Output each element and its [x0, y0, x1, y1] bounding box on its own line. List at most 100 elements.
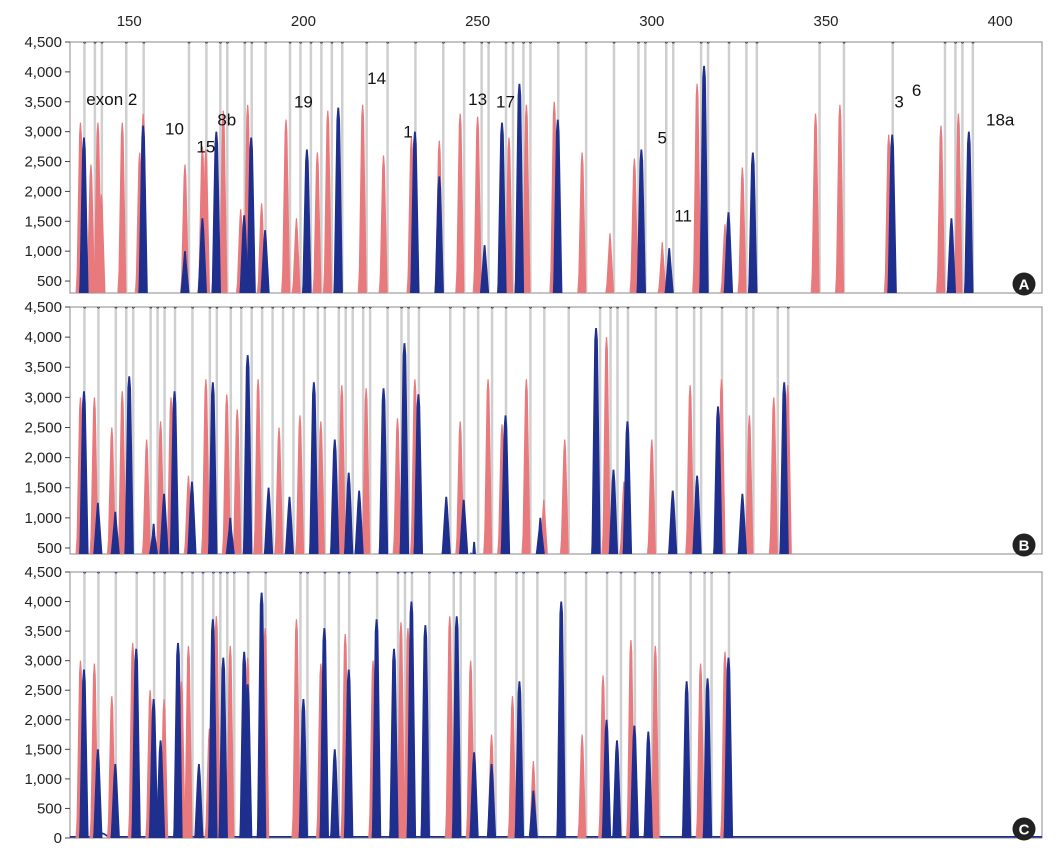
shoulder-peak-red: [444, 798, 449, 838]
peak-blue: [344, 669, 354, 838]
peak-blue: [149, 523, 159, 554]
y-tick-label: 1,500: [24, 213, 62, 230]
bin-caret: ˇ: [842, 41, 846, 53]
bin-caret: ˇ: [692, 306, 696, 318]
shoulder-peak-red: [256, 276, 261, 293]
shoulder-peak-blue: [197, 279, 201, 293]
bin-caret: ˇ: [448, 306, 452, 318]
shoulder-peak-red: [598, 808, 602, 838]
shoulder-peak-blue: [779, 523, 783, 554]
shoulder-peak-red: [646, 533, 651, 554]
panel-b: 500 1,000 1,500 2,000 2,500 3,000 3,500 4,000 4,…: [24, 299, 1043, 557]
peak-annotation: 17: [496, 93, 515, 112]
shoulder-peak-blue: [399, 516, 404, 554]
shoulder-peak-blue: [194, 824, 198, 838]
bin-caret: ˇ: [654, 306, 658, 318]
shoulder-peak-blue: [110, 824, 114, 838]
bin-caret: ˇ: [710, 571, 714, 583]
shoulder-peak-red: [601, 514, 606, 554]
peak-red: [118, 391, 127, 554]
peak-blue: [681, 681, 692, 838]
shoulder-peak-blue: [699, 252, 703, 293]
peak-blue: [497, 122, 507, 293]
peak-blue: [410, 131, 420, 293]
bin-caret: ˇ: [288, 41, 292, 53]
panel-c: 0 500 1,000 1,500 2,000 2,500 3,000 3,500 4,000 4…: [24, 564, 1043, 847]
peak-red: [323, 110, 332, 293]
peak-blue: [197, 218, 207, 293]
peak-red: [602, 337, 611, 554]
shoulder-peak-blue: [887, 264, 891, 293]
bin-caret: ˇ: [403, 571, 407, 583]
bin-caret: ˇ: [536, 571, 540, 583]
peak-blue: [302, 149, 312, 293]
peak-blue: [692, 475, 702, 554]
peak-red: [396, 622, 406, 838]
shoulder-peak-red: [127, 802, 132, 838]
bin-caret: ˇ: [264, 571, 268, 583]
peak-blue: [629, 725, 640, 838]
peak-blue: [159, 493, 169, 554]
shoulder-peak-blue: [629, 817, 634, 838]
bin-caret: ˇ: [149, 306, 153, 318]
shoulder-peak-blue: [110, 546, 114, 554]
bin-caret: ˇ: [644, 41, 648, 53]
bin-caret: ˇ: [490, 306, 494, 318]
bin-caret: ˇ: [706, 41, 710, 53]
bin-caret: ˇ: [563, 571, 567, 583]
shoulder-peak-red: [768, 525, 773, 554]
peak-blue: [330, 749, 340, 838]
panel-badge: [1012, 272, 1036, 296]
peak-blue: [434, 176, 444, 293]
bin-caret: ˇ: [745, 41, 749, 53]
bin-caret: ˇ: [163, 306, 167, 318]
bin-caret: ˇ: [818, 41, 822, 53]
peak-red: [483, 379, 493, 554]
peak-blue: [748, 152, 758, 293]
peak-blue: [93, 502, 103, 554]
peak-blue: [110, 764, 120, 838]
shoulder-peak-blue: [256, 793, 261, 838]
shoulder-peak-blue: [486, 824, 491, 838]
peak-red: [647, 439, 656, 554]
peak-blue: [243, 684, 253, 838]
bin-caret: ˇ: [386, 306, 390, 318]
shoulder-peak-red: [625, 802, 630, 838]
y-tick-label: 500: [37, 273, 62, 290]
bin-caret: ˇ: [351, 306, 355, 318]
bin-caret: ˇ: [212, 571, 216, 583]
peak-blue: [389, 648, 399, 838]
peak-annotation: 19: [294, 93, 313, 112]
x-tick-label: 400: [988, 13, 1013, 30]
shoulder-peak-red: [507, 812, 512, 838]
bin-caret: ˇ: [515, 571, 519, 583]
shoulder-peak-red: [378, 268, 383, 293]
peak-red: [219, 110, 228, 293]
shoulder-peak-red: [291, 798, 296, 838]
shoulder-peak-red: [280, 261, 285, 293]
bin-caret: ˇ: [428, 571, 432, 583]
peak-blue: [260, 230, 270, 293]
shoulder-peak-red: [274, 531, 278, 554]
shoulder-peak-blue: [239, 804, 243, 838]
shoulder-peak-red: [221, 525, 226, 554]
bin-caret: ˇ: [347, 571, 351, 583]
peak-annotation: 11: [674, 206, 692, 225]
peak-blue: [964, 131, 974, 293]
peak-red: [201, 379, 211, 554]
bin-caret: ˇ: [218, 571, 222, 583]
peak-red: [685, 385, 695, 554]
peak-blue: [239, 215, 249, 293]
peak-blue: [378, 388, 389, 554]
shoulder-peak-red: [368, 806, 372, 838]
shoulder-peak-red: [409, 522, 414, 554]
peak-red: [522, 379, 531, 554]
bin-caret: ˇ: [637, 41, 641, 53]
peak-red: [658, 242, 667, 293]
peak-red: [233, 409, 242, 554]
bin-caret: ˇ: [529, 41, 533, 53]
peak-red: [769, 397, 778, 554]
bin-caret: ˇ: [225, 571, 229, 583]
